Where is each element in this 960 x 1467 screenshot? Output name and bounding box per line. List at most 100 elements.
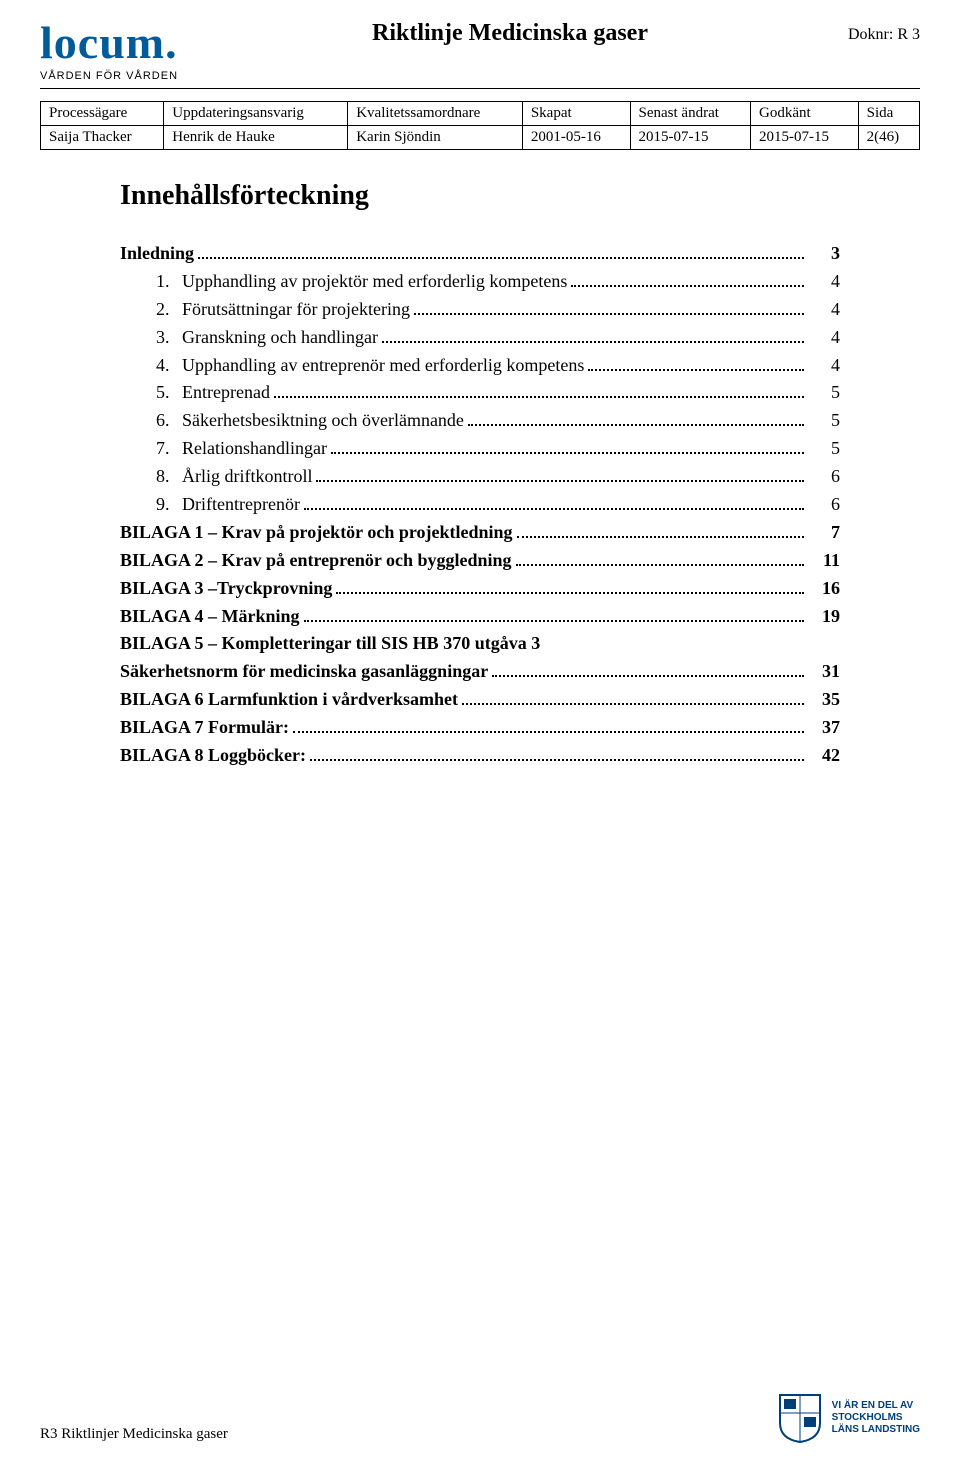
footer-left-text: R3 Riktlinjer Medicinska gaser xyxy=(40,1426,228,1443)
meta-head: Senast ändrat xyxy=(630,102,751,126)
toc-label: Granskning och handlingar xyxy=(182,324,378,352)
toc-number: 7. xyxy=(156,435,182,463)
toc-entry[interactable]: 9.Driftentreprenör 6 xyxy=(120,491,840,519)
meta-head: Sida xyxy=(858,102,919,126)
toc-page-number: 31 xyxy=(808,658,840,686)
toc-entry[interactable]: 3.Granskning och handlingar 4 xyxy=(120,324,840,352)
sll-line: STOCKHOLMS xyxy=(832,1412,920,1424)
toc-label: BILAGA 1 – Krav på projektör och projekt… xyxy=(120,519,513,547)
toc-label: Driftentreprenör xyxy=(182,491,300,519)
document-title: Riktlinje Medicinska gaser xyxy=(240,20,780,47)
toc-label: Entreprenad xyxy=(182,379,270,407)
toc-entry[interactable]: BILAGA 6 Larmfunktion i vårdverksamhet35 xyxy=(120,686,840,714)
toc-label: Relationshandlingar xyxy=(182,435,327,463)
toc-entry[interactable]: 6.Säkerhetsbesiktning och överlämnande 5 xyxy=(120,407,840,435)
toc-entry[interactable]: BILAGA 1 – Krav på projektör och projekt… xyxy=(120,519,840,547)
toc-label: BILAGA 4 – Märkning xyxy=(120,603,300,631)
toc-entry[interactable]: BILAGA 7 Formulär: 37 xyxy=(120,714,840,742)
toc-label: Årlig driftkontroll xyxy=(182,463,312,491)
meta-value: Karin Sjöndin xyxy=(348,126,523,150)
page-header: locum. VÅRDEN FÖR VÅRDEN Riktlinje Medic… xyxy=(0,0,960,150)
toc-label: Säkerhetsnorm för medicinska gasanläggni… xyxy=(120,658,488,686)
toc-page-number: 4 xyxy=(808,324,840,352)
toc-leader-dots xyxy=(462,703,804,705)
toc-number: 8. xyxy=(156,463,182,491)
toc-label: BILAGA 8 Loggböcker: xyxy=(120,742,306,770)
toc-page-number: 6 xyxy=(808,491,840,519)
toc-entry[interactable]: 4.Upphandling av entreprenör med erforde… xyxy=(120,352,840,380)
toc-leader-dots xyxy=(414,313,804,315)
toc-label: BILAGA 6 Larmfunktion i vårdverksamhet xyxy=(120,686,458,714)
toc-entry[interactable]: BILAGA 2 – Krav på entreprenör och byggl… xyxy=(120,547,840,575)
toc-label: Säkerhetsbesiktning och överlämnande xyxy=(182,407,464,435)
toc-leader-dots xyxy=(382,341,804,343)
toc-number: 1. xyxy=(156,268,182,296)
toc-page-number: 19 xyxy=(808,603,840,631)
toc-entry[interactable]: BILAGA 3 –Tryckprovning 16 xyxy=(120,575,840,603)
toc-label: BILAGA 7 Formulär: xyxy=(120,714,289,742)
toc-entry[interactable]: 2.Förutsättningar för projektering 4 xyxy=(120,296,840,324)
toc-leader-dots xyxy=(310,759,804,761)
footer-logo-block: VI ÄR EN DEL AV STOCKHOLMS LÄNS LANDSTIN… xyxy=(778,1393,920,1443)
toc-number: 3. xyxy=(156,324,182,352)
toc-entry[interactable]: BILAGA 8 Loggböcker:42 xyxy=(120,742,840,770)
toc-number: 4. xyxy=(156,352,182,380)
document-number: Doknr: R 3 xyxy=(780,20,920,44)
header-top-row: locum. VÅRDEN FÖR VÅRDEN Riktlinje Medic… xyxy=(40,20,920,89)
logo-block: locum. VÅRDEN FÖR VÅRDEN xyxy=(40,20,240,82)
table-row: Processägare Uppdateringsansvarig Kvalit… xyxy=(41,102,920,126)
sll-text-block: VI ÄR EN DEL AV STOCKHOLMS LÄNS LANDSTIN… xyxy=(832,1400,920,1436)
page-footer: R3 Riktlinjer Medicinska gaser VI ÄR EN … xyxy=(40,1393,920,1443)
toc-leader-dots xyxy=(316,480,804,482)
meta-value: Henrik de Hauke xyxy=(164,126,348,150)
toc-leader-dots xyxy=(468,424,804,426)
toc-entry[interactable]: 8.Årlig driftkontroll6 xyxy=(120,463,840,491)
toc-page-number: 4 xyxy=(808,268,840,296)
toc-number: 9. xyxy=(156,491,182,519)
metadata-table: Processägare Uppdateringsansvarig Kvalit… xyxy=(40,101,920,150)
meta-head: Skapat xyxy=(522,102,630,126)
toc-page-number: 16 xyxy=(808,575,840,603)
toc-entry[interactable]: 7.Relationshandlingar 5 xyxy=(120,435,840,463)
meta-value: 2015-07-15 xyxy=(751,126,859,150)
toc-label: Upphandling av projektör med erforderlig… xyxy=(182,268,567,296)
toc-leader-dots xyxy=(198,257,804,259)
toc-label: Upphandling av entreprenör med erforderl… xyxy=(182,352,584,380)
toc-entry[interactable]: 5.Entreprenad5 xyxy=(120,379,840,407)
header-title-block: Riktlinje Medicinska gaser xyxy=(240,20,780,47)
toc-leader-dots xyxy=(274,396,804,398)
meta-value: Saija Thacker xyxy=(41,126,164,150)
toc-label: Förutsättningar för projektering xyxy=(182,296,410,324)
meta-value: 2001-05-16 xyxy=(522,126,630,150)
toc-page-number: 3 xyxy=(808,240,840,268)
table-of-contents: Inledning31.Upphandling av projektör med… xyxy=(120,240,840,770)
toc-page-number: 11 xyxy=(808,547,840,575)
meta-head: Kvalitetssamordnare xyxy=(348,102,523,126)
toc-entry[interactable]: 1.Upphandling av projektör med erforderl… xyxy=(120,268,840,296)
toc-page-number: 4 xyxy=(808,296,840,324)
toc-page-number: 5 xyxy=(808,407,840,435)
toc-heading: Innehållsförteckning xyxy=(120,180,840,212)
sll-line: LÄNS LANDSTING xyxy=(832,1424,920,1436)
table-row: Saija Thacker Henrik de Hauke Karin Sjön… xyxy=(41,126,920,150)
toc-leader-dots xyxy=(571,285,804,287)
toc-page-number: 5 xyxy=(808,435,840,463)
meta-head: Uppdateringsansvarig xyxy=(164,102,348,126)
toc-entry[interactable]: BILAGA 5 – Kompletteringar till SIS HB 3… xyxy=(120,630,840,686)
toc-page-number: 7 xyxy=(808,519,840,547)
toc-leader-dots xyxy=(293,731,804,733)
toc-leader-dots xyxy=(336,592,804,594)
meta-value: 2(46) xyxy=(858,126,919,150)
toc-label: BILAGA 5 – Kompletteringar till SIS HB 3… xyxy=(120,630,840,658)
toc-leader-dots xyxy=(516,564,804,566)
toc-leader-dots xyxy=(304,508,804,510)
toc-page-number: 37 xyxy=(808,714,840,742)
toc-entry[interactable]: BILAGA 4 – Märkning 19 xyxy=(120,603,840,631)
toc-leader-dots xyxy=(492,675,804,677)
toc-number: 2. xyxy=(156,296,182,324)
toc-label: BILAGA 3 –Tryckprovning xyxy=(120,575,332,603)
toc-label: BILAGA 2 – Krav på entreprenör och byggl… xyxy=(120,547,512,575)
toc-leader-dots xyxy=(588,369,804,371)
toc-entry[interactable]: Inledning3 xyxy=(120,240,840,268)
toc-number: 6. xyxy=(156,407,182,435)
